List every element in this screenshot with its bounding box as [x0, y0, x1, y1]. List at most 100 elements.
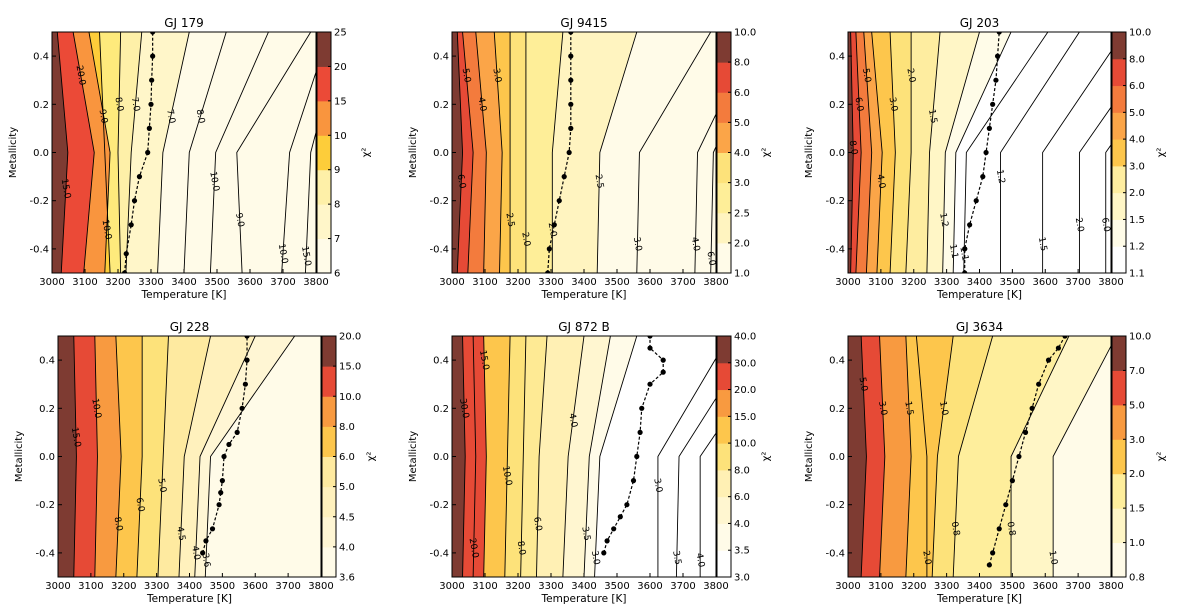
panel-1: 15.020.010.09.08.0 7.07.0 8.010.09.010.0 15… — [8, 16, 372, 301]
colorbar-segment — [717, 62, 731, 93]
y-tick-label: 0.0 — [433, 452, 449, 463]
colorbar-segment — [1112, 508, 1126, 544]
y-tick-label: -0.2 — [35, 500, 55, 511]
contour-label: 7.0 — [164, 109, 176, 125]
x-tick-label: 3600 — [243, 581, 268, 592]
x-tick-label: 3400 — [571, 277, 596, 288]
y-tick-label: -0.4 — [429, 548, 449, 559]
contour-label: 10.0 — [207, 171, 220, 193]
y-tick-label: -0.4 — [825, 244, 845, 255]
contour-label: 4.0 — [189, 545, 201, 561]
colorbar-segment — [717, 469, 731, 498]
contour-label: 20.0 — [74, 65, 87, 87]
colorbar-segment — [1112, 85, 1126, 113]
y-tick-label: 0.0 — [33, 148, 49, 159]
contour-label: 4.0 — [566, 413, 578, 429]
x-tick-label: 3600 — [637, 277, 662, 288]
colorbar-tick-label: 6 — [334, 269, 340, 280]
contour-label: 3.5 — [670, 550, 682, 566]
minimum-track-point — [244, 357, 250, 363]
colorbar-segment — [317, 238, 331, 274]
contour-label: 2.0 — [519, 231, 531, 247]
y-axis-label: Metallicity — [408, 127, 419, 178]
contour-field: 15.020.010.09.08.0 7.07.0 8.010.09.010.0 15… — [52, 32, 316, 273]
panel-6: 5.0 3.0 1.5 1.0 0.8 0.8 1.0 2.0 3000 3100 3200 3300… — [804, 320, 1167, 605]
x-tick-label: 3700 — [270, 277, 295, 288]
minimum-track-point — [1036, 381, 1042, 387]
minimum-track-point — [994, 53, 1001, 59]
colorbar-segment — [717, 92, 731, 123]
x-tick-label: 3300 — [538, 581, 563, 592]
x-tick-label: 3400 — [967, 581, 992, 592]
colorbar-tick-label: 3.0 — [1129, 161, 1145, 172]
colorbar-segment — [317, 66, 331, 102]
colorbar-tick-label: 10.0 — [734, 439, 756, 450]
minimum-track-point — [568, 101, 574, 107]
y-axis-label: Metallicity — [804, 431, 815, 482]
colorbar-tick-label: 7 — [334, 234, 340, 245]
colorbar-frame — [316, 31, 332, 274]
minimum-track-point — [122, 270, 128, 273]
minimum-track-point — [149, 77, 155, 83]
x-tick-label: 3000 — [39, 277, 64, 288]
colorbar-segment — [322, 336, 336, 367]
colorbar-label: χ² — [1156, 148, 1167, 158]
colorbar-tick-label: 15 — [334, 96, 347, 107]
y-tick-label: 0.2 — [433, 404, 449, 415]
colorbar-segment — [1112, 336, 1126, 371]
contour-line — [157, 336, 169, 577]
colorbar-segment — [317, 32, 331, 67]
contour-field: 8.06.05.04.03.02.01.51.21.11.11.21.52.0 6… — [848, 32, 1111, 273]
colorbar-segment — [317, 100, 331, 136]
minimum-track-point — [647, 345, 653, 351]
minimum-track-point — [546, 246, 552, 252]
contour-line — [493, 32, 503, 273]
contour-label: 7.0 — [129, 96, 141, 112]
minimum-track-point — [226, 441, 232, 448]
colorbar-segment — [1112, 473, 1126, 509]
minimum-track-point — [1016, 453, 1022, 460]
x-tick-label: 3100 — [868, 277, 893, 288]
contour-label: 15.0 — [477, 349, 490, 371]
colorbar-segment — [1112, 542, 1126, 578]
minimum-track-point — [203, 538, 209, 544]
band-fill — [848, 336, 867, 577]
contour-label: 8.0 — [194, 109, 206, 125]
contour-label: 3.0 — [876, 400, 888, 416]
contour-line — [855, 32, 862, 273]
colorbar-segment — [717, 416, 731, 444]
contour-line — [926, 32, 941, 273]
colorbar-segment — [717, 443, 731, 471]
colorbar-tick-label: 6.0 — [339, 452, 355, 463]
x-tick-label: 3200 — [111, 581, 136, 592]
contour-line — [952, 32, 1012, 273]
minimum-track-point — [624, 502, 630, 508]
contour-line — [178, 336, 211, 577]
contour-line — [236, 32, 312, 273]
x-tick-label: 3300 — [138, 277, 163, 288]
contour-line — [56, 32, 69, 273]
colorbar-tick-label: 3.0 — [734, 178, 750, 189]
colorbar-tick-label: 10.0 — [339, 392, 361, 403]
colorbar-tick-label: 1.0 — [1129, 538, 1145, 549]
contour-label: 10.0 — [100, 219, 113, 241]
colorbar-tick-label: 5.0 — [1129, 108, 1145, 119]
contour-line — [115, 336, 122, 577]
colorbar-tick-label: 6.0 — [734, 88, 750, 99]
x-tick-label: 3000 — [439, 581, 464, 592]
band-fill — [452, 336, 466, 577]
contour-line — [871, 32, 883, 273]
minimum-track-point — [239, 405, 245, 411]
colorbar-tick-label: 4.0 — [339, 542, 355, 553]
colorbar-tick-label: 8.0 — [734, 465, 750, 476]
band-fill — [52, 32, 68, 273]
x-tick-label: 3800 — [1098, 581, 1123, 592]
contour-line — [1105, 144, 1111, 273]
contour-line — [475, 32, 487, 273]
contour-label: 5.0 — [155, 478, 167, 494]
y-tick-label: 0.4 — [433, 356, 449, 367]
minimum-track-point — [128, 222, 134, 228]
minimum-track-point — [983, 149, 989, 156]
contour-line — [88, 32, 111, 273]
